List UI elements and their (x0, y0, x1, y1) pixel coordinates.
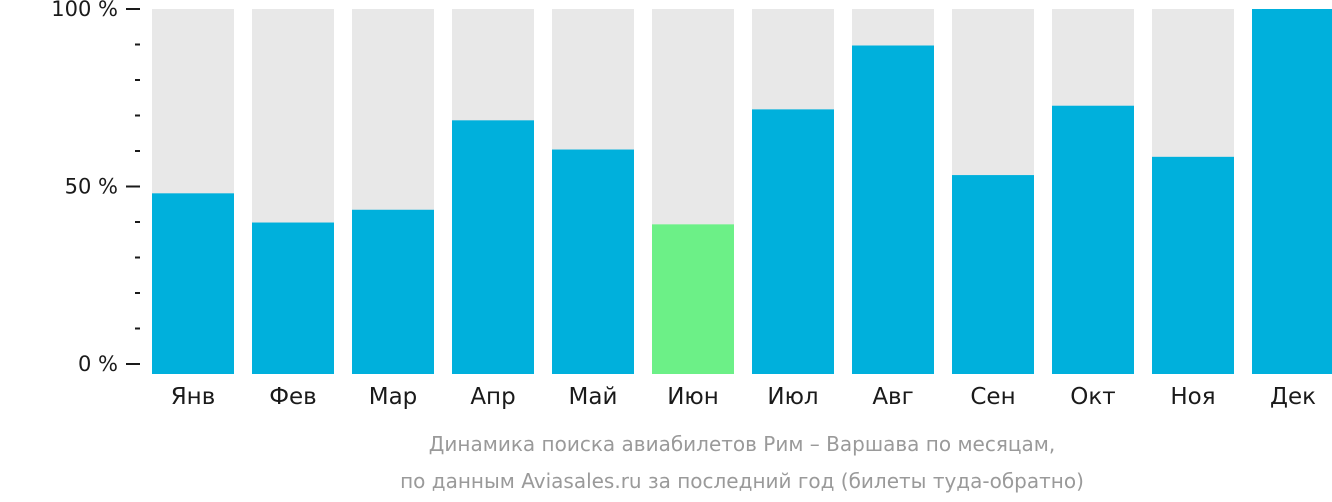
x-tick-label-12: Дек (1270, 384, 1316, 410)
x-tick-label-10: Окт (1070, 384, 1115, 410)
x-tick-label-6: Июн (667, 384, 719, 410)
bar-7 (752, 109, 834, 374)
x-tick-label-2: Фев (269, 384, 317, 410)
bar-10 (1052, 105, 1134, 374)
x-tick-label-8: Авг (872, 384, 913, 410)
bar-2 (252, 222, 334, 374)
x-tick-label-5: Май (569, 384, 618, 410)
data-bars (152, 9, 1332, 374)
x-tick-label-3: Мар (369, 384, 418, 410)
chart-caption-line-2: по данным Aviasales.ru за последний год … (400, 469, 1084, 493)
bar-4 (452, 120, 534, 374)
y-axis: 0 % 50 % 100 % (51, 0, 140, 376)
chart-caption-line-1: Динамика поиска авиабилетов Рим – Варшав… (429, 432, 1055, 456)
bar-5 (552, 149, 634, 374)
x-tick-label-9: Сен (970, 384, 1015, 410)
x-tick-label-11: Ноя (1170, 384, 1215, 410)
x-tick-label-4: Апр (470, 384, 515, 410)
y-tick-label-1: 0 % (78, 352, 118, 376)
bar-1 (152, 193, 234, 374)
x-axis-labels: Янв Фев Мар Апр Май Июн Июл Авг Сен Окт Ноя Дек (171, 384, 1316, 410)
bar-9 (952, 175, 1034, 374)
bar-6 (652, 224, 734, 374)
bar-11 (1152, 156, 1234, 374)
x-tick-label-1: Янв (171, 384, 216, 410)
bar-8 (852, 45, 934, 374)
y-tick-label-2: 50 % (65, 175, 118, 199)
x-tick-label-7: Июл (767, 384, 818, 410)
bar-3 (352, 209, 434, 374)
bar-12 (1252, 9, 1332, 374)
y-tick-label-3: 100 % (51, 0, 118, 21)
